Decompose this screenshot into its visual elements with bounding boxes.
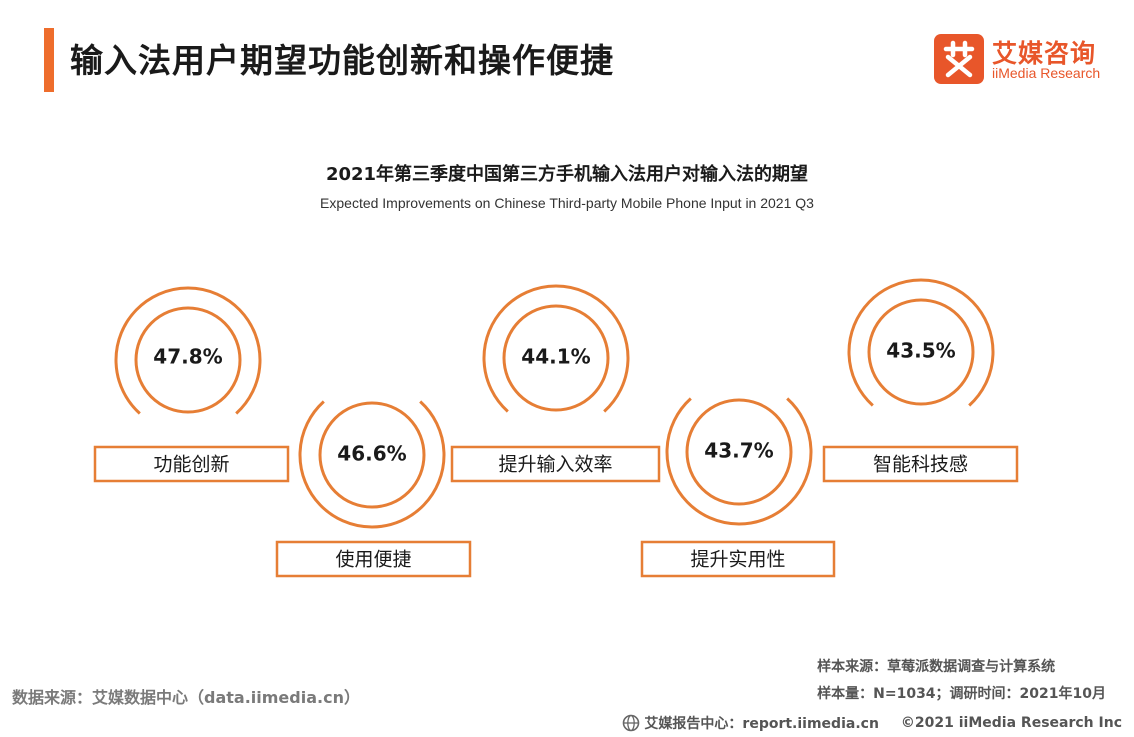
value-label-2: 46.6% — [337, 442, 406, 466]
logo-mark-icon — [943, 40, 975, 78]
footer-copyright: ©2021 iiMedia Research Inc — [900, 715, 1122, 731]
ring-inner-4 — [685, 398, 793, 506]
value-label-1: 47.8% — [153, 345, 222, 369]
sample-notes: 样本来源：草莓派数据调查与计算系统 样本量：N=1034；调研时间：2021年1… — [817, 654, 1106, 708]
ring-inner-3 — [502, 304, 610, 412]
sample-info: 样本量：N=1034；调研时间：2021年10月 — [817, 686, 1106, 702]
logo-mark — [934, 34, 984, 84]
title-accent-bar — [44, 28, 54, 92]
ring-inner-2 — [318, 401, 426, 509]
category-box-3 — [450, 445, 661, 483]
ring-outer-arc-2 — [298, 400, 446, 529]
footer-report-center: 艾媒报告中心：report.iimedia.cn — [644, 716, 879, 732]
ring-inner-1 — [134, 306, 242, 414]
iimedia-logo: 艾媒咨询 iiMedia Research — [934, 34, 1124, 84]
category-box-4 — [640, 540, 836, 578]
category-label-3: 提升输入效率 — [498, 454, 612, 476]
data-source: 数据来源：艾媒数据中心（data.iimedia.cn） — [12, 688, 360, 707]
value-label-4: 43.7% — [704, 439, 773, 463]
category-label-2: 使用便捷 — [335, 549, 411, 571]
ring-outer-arc-4 — [665, 397, 813, 526]
value-label-3: 44.1% — [521, 345, 590, 369]
page-title: 输入法用户期望功能创新和操作便捷 — [70, 41, 614, 80]
logo-name: 艾媒咨询 — [992, 39, 1097, 68]
category-label-5: 智能科技感 — [873, 454, 968, 476]
category-label-1: 功能创新 — [153, 454, 229, 476]
category-label-4: 提升实用性 — [690, 549, 785, 571]
chart-title: 2021年第三季度中国第三方手机输入法用户对输入法的期望 — [325, 164, 809, 185]
category-box-1 — [93, 445, 290, 483]
ring-outer-arc-1 — [114, 286, 262, 415]
footer: 艾媒报告中心：report.iimedia.cn ©2021 iiMedia R… — [622, 713, 1122, 733]
logo-english-name: iiMedia Research — [992, 65, 1101, 81]
chart-subtitle: Expected Improvements on Chinese Third-p… — [320, 195, 814, 211]
category-box-2 — [275, 540, 472, 578]
globe-icon — [623, 714, 640, 732]
ring-outer-arc-5 — [847, 278, 995, 407]
category-box-5 — [822, 445, 1019, 483]
ring-inner-5 — [867, 298, 975, 406]
ring-outer-arc-3 — [482, 284, 630, 413]
value-label-5: 43.5% — [886, 339, 955, 363]
sample-source: 样本来源：草莓派数据调查与计算系统 — [817, 659, 1056, 675]
